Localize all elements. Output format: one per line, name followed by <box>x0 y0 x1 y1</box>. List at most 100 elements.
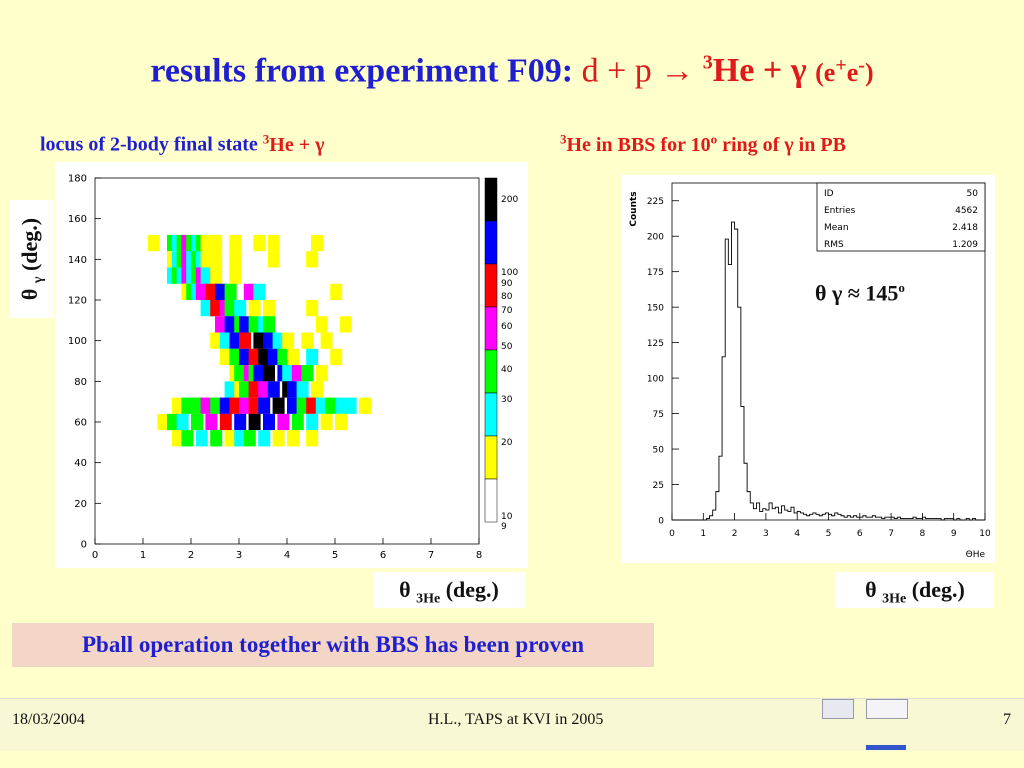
left-xlabel-theta: θ <box>399 577 411 602</box>
heatmap-cell <box>272 397 285 414</box>
hist-ytick-label: 225 <box>647 197 664 207</box>
heatmap-cell <box>205 413 218 431</box>
heatmap-cell <box>272 430 285 447</box>
footer-date: 18/03/2004 <box>12 711 85 728</box>
right-plot-panel: 0 1 2 3 4 5 6 7 8 9 10 0 25 50 75 100 125 150 175 200 225 Cou… <box>622 175 995 563</box>
stats-value: 50 <box>967 189 979 199</box>
stats-key: RMS <box>824 240 844 250</box>
heatmap-cell <box>306 413 319 431</box>
hist-ytick-label: 175 <box>647 268 664 278</box>
hist-bar <box>738 307 741 520</box>
heatmap-cell <box>234 413 247 431</box>
hist-bar <box>922 517 925 520</box>
hist-ytick-label: 125 <box>647 339 664 349</box>
colorscale-label: 50 <box>501 342 513 352</box>
nav-prev-button[interactable] <box>822 699 854 719</box>
hist-bar <box>885 517 888 520</box>
heatmap-cell <box>224 381 237 398</box>
title-ee-minus: - <box>858 54 865 77</box>
hist-bar <box>913 517 916 520</box>
title-main: results from experiment F09: <box>150 52 574 90</box>
nav-bar[interactable] <box>866 745 906 750</box>
heatmap-cell <box>176 413 189 431</box>
slide-title: results from experiment F09: d + p → 3He… <box>0 52 1024 90</box>
heatmap-cell <box>315 397 328 414</box>
hist-bar <box>813 513 816 520</box>
heatmap-cell <box>234 430 247 447</box>
hist-bar <box>735 229 738 520</box>
colorscale-segment <box>484 435 498 480</box>
heatmap-cell <box>301 365 314 382</box>
hist-bar <box>972 519 975 520</box>
left-subtitle-sup: 3 <box>262 131 270 146</box>
hist-bar <box>728 265 731 520</box>
heatmap-cell <box>191 413 203 431</box>
hist-bar <box>819 516 822 520</box>
heatmap-cell <box>272 332 285 349</box>
left-subtitle: locus of 2-body final state 3He + γ <box>40 131 324 157</box>
heatmap-cell <box>267 251 280 268</box>
heatmap-cell <box>359 397 371 414</box>
hist-xtick-label: 2 <box>732 529 738 539</box>
colorscale-label: 40 <box>501 365 513 375</box>
heatmap-ytick-label: 80 <box>74 377 87 388</box>
colorscale-label: 80 <box>501 292 513 302</box>
heatmap-xtick-label: 0 <box>92 550 98 561</box>
heatmap-cell <box>195 430 208 447</box>
heatmap-cell <box>296 397 309 414</box>
nav-next-button[interactable] <box>866 699 908 719</box>
heatmap-xtick-label: 5 <box>332 550 338 561</box>
heatmap-cell <box>239 332 251 349</box>
left-ylabel: θ γ (deg.) <box>17 218 47 300</box>
hist-bar <box>872 516 875 520</box>
hist-bar <box>797 511 800 520</box>
hist-bar <box>879 517 882 520</box>
hist-bar <box>775 507 778 520</box>
title-he-gamma: He + γ <box>712 52 807 90</box>
hist-bar <box>731 222 734 520</box>
heatmap-cell <box>306 430 319 447</box>
hist-bar <box>919 519 922 520</box>
heatmap-cell <box>200 300 213 317</box>
heatmap-cell <box>224 430 237 447</box>
hist-bar <box>897 517 900 520</box>
hist-bar <box>706 519 709 520</box>
hist-bar <box>713 510 716 520</box>
hist-xtick-label: 3 <box>763 529 769 539</box>
title-ee-open: (e <box>815 58 836 88</box>
heatmap-cell <box>258 348 271 366</box>
hist-bar <box>810 514 813 520</box>
colorscale-label: 90 <box>501 279 513 289</box>
colorscale-segment <box>484 349 498 394</box>
heatmap-cell <box>287 430 299 447</box>
hist-bar <box>816 514 819 520</box>
hist-bar <box>778 513 781 520</box>
heatmap-cell <box>287 397 299 414</box>
hist-bar <box>766 510 769 520</box>
heatmap-cell <box>210 251 223 268</box>
heatmap-cell <box>157 413 170 431</box>
hist-bar <box>725 239 728 520</box>
colorscale-label: 10 <box>501 512 513 522</box>
heatmap-cell <box>234 365 247 382</box>
hist-bar <box>875 517 878 520</box>
heatmap-cell <box>229 348 242 366</box>
heatmap-cell <box>215 316 227 333</box>
hist-bar <box>916 519 919 520</box>
heatmap-xtick-label: 2 <box>188 550 194 561</box>
heatmap-cell <box>263 365 275 382</box>
heatmap-cell <box>200 234 213 252</box>
right-subtitle-part1: He in BBS for 10 <box>566 133 711 156</box>
heatmap-cell <box>181 430 194 447</box>
stats-key: Entries <box>824 206 856 216</box>
hist-xtick-label: 8 <box>920 529 926 539</box>
heatmap-chart: 0 1 2 3 4 5 6 7 80204060801001201401601802001009… <box>68 174 519 562</box>
heatmap-xtick-label: 1 <box>140 550 146 561</box>
heatmap-cell <box>239 348 251 366</box>
heatmap-cell <box>291 413 304 431</box>
left-ylabel-theta: θ <box>16 288 42 301</box>
heatmap-cell <box>210 397 223 414</box>
hist-bar <box>854 516 857 520</box>
hist-bar <box>938 519 941 520</box>
heatmap-cell <box>263 332 275 349</box>
